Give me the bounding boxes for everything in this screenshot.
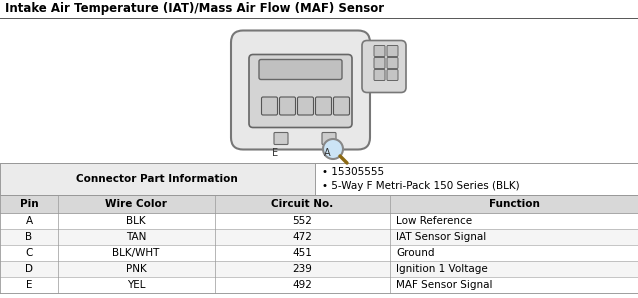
Text: BLK: BLK: [126, 216, 146, 226]
Text: Ground: Ground: [396, 248, 434, 258]
FancyBboxPatch shape: [362, 41, 406, 92]
Text: Function: Function: [489, 199, 540, 209]
Text: E: E: [26, 280, 33, 290]
FancyBboxPatch shape: [316, 97, 332, 115]
FancyBboxPatch shape: [374, 46, 385, 57]
Text: 492: 492: [292, 280, 312, 290]
Text: Ignition 1 Voltage: Ignition 1 Voltage: [396, 264, 487, 274]
FancyBboxPatch shape: [387, 58, 398, 69]
FancyBboxPatch shape: [315, 163, 638, 195]
Text: IAT Sensor Signal: IAT Sensor Signal: [396, 232, 486, 242]
FancyBboxPatch shape: [0, 195, 638, 213]
FancyBboxPatch shape: [374, 69, 385, 80]
FancyBboxPatch shape: [334, 97, 350, 115]
Text: • 15305555: • 15305555: [322, 167, 384, 177]
Text: PNK: PNK: [126, 264, 146, 274]
Text: Intake Air Temperature (IAT)/Mass Air Flow (MAF) Sensor: Intake Air Temperature (IAT)/Mass Air Fl…: [5, 2, 384, 15]
Text: B: B: [26, 232, 33, 242]
FancyBboxPatch shape: [297, 97, 313, 115]
Text: A: A: [26, 216, 33, 226]
Text: Low Reference: Low Reference: [396, 216, 472, 226]
Text: 451: 451: [292, 248, 312, 258]
FancyBboxPatch shape: [0, 229, 638, 245]
FancyBboxPatch shape: [0, 213, 638, 229]
FancyBboxPatch shape: [0, 245, 638, 261]
Text: MAF Sensor Signal: MAF Sensor Signal: [396, 280, 493, 290]
FancyBboxPatch shape: [262, 97, 278, 115]
FancyBboxPatch shape: [279, 97, 295, 115]
Text: 552: 552: [292, 216, 312, 226]
FancyBboxPatch shape: [274, 133, 288, 145]
Text: Wire Color: Wire Color: [105, 199, 167, 209]
Text: E: E: [272, 148, 278, 158]
FancyBboxPatch shape: [0, 277, 638, 293]
FancyBboxPatch shape: [259, 60, 342, 80]
FancyBboxPatch shape: [0, 0, 638, 18]
Text: 472: 472: [292, 232, 312, 242]
FancyBboxPatch shape: [231, 30, 370, 150]
FancyBboxPatch shape: [322, 133, 336, 145]
Text: A: A: [323, 148, 330, 158]
FancyBboxPatch shape: [387, 46, 398, 57]
Text: D: D: [25, 264, 33, 274]
Text: • 5-Way F Metri-Pack 150 Series (BLK): • 5-Way F Metri-Pack 150 Series (BLK): [322, 181, 519, 191]
Text: Circuit No.: Circuit No.: [271, 199, 333, 209]
Text: YEL: YEL: [127, 280, 145, 290]
FancyBboxPatch shape: [374, 58, 385, 69]
FancyBboxPatch shape: [249, 55, 352, 128]
Text: 239: 239: [292, 264, 312, 274]
Circle shape: [323, 139, 343, 159]
Text: TAN: TAN: [126, 232, 146, 242]
FancyBboxPatch shape: [0, 261, 638, 277]
FancyBboxPatch shape: [0, 18, 638, 163]
FancyBboxPatch shape: [387, 69, 398, 80]
Text: C: C: [26, 248, 33, 258]
Text: BLK/WHT: BLK/WHT: [112, 248, 160, 258]
FancyBboxPatch shape: [0, 163, 315, 195]
Text: Connector Part Information: Connector Part Information: [76, 174, 238, 184]
Text: Pin: Pin: [20, 199, 38, 209]
